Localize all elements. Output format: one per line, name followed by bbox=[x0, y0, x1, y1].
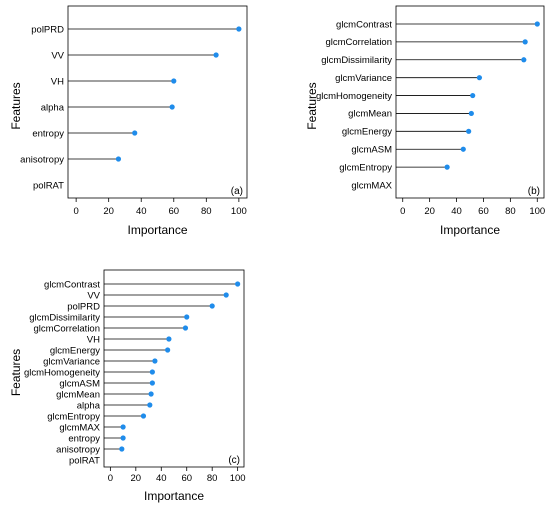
xaxis-title-c: Importance bbox=[144, 489, 204, 503]
category-label-c-15: anisotropy bbox=[56, 444, 100, 455]
category-label-b-0: glcmContrast bbox=[336, 19, 392, 30]
category-label-b-6: glcmEnergy bbox=[342, 127, 392, 138]
point-c-6 bbox=[165, 347, 171, 353]
point-c-0 bbox=[235, 281, 241, 287]
category-label-b-2: glcmDissimilarity bbox=[321, 55, 392, 66]
xtick-label-b-0: 0 bbox=[400, 206, 405, 217]
point-c-7 bbox=[152, 358, 158, 364]
category-label-b-8: glcmEntropy bbox=[339, 162, 392, 173]
point-b-5 bbox=[468, 110, 474, 117]
category-label-c-0: glcmContrast bbox=[44, 279, 100, 290]
xtick-label-c-5: 100 bbox=[230, 473, 246, 484]
point-a-4 bbox=[132, 130, 138, 136]
xtick-label-b-3: 60 bbox=[478, 206, 489, 217]
xtick-label-a-2: 40 bbox=[136, 206, 147, 217]
category-label-c-7: glcmVariance bbox=[43, 356, 100, 367]
point-a-2 bbox=[171, 78, 177, 84]
category-label-c-16: polRAT bbox=[69, 455, 100, 466]
xtick-label-b-2: 40 bbox=[451, 206, 462, 217]
xtick-label-c-1: 20 bbox=[131, 473, 142, 484]
xtick-label-a-3: 60 bbox=[168, 206, 179, 217]
category-label-b-5: glcmMean bbox=[348, 109, 392, 120]
xtick-label-a-5: 100 bbox=[231, 206, 247, 217]
xtick-label-a-0: 0 bbox=[73, 206, 78, 217]
point-a-5 bbox=[115, 156, 122, 162]
category-label-a-0: polPRD bbox=[31, 24, 64, 35]
category-label-a-1: VV bbox=[51, 50, 64, 61]
point-b-4 bbox=[470, 92, 476, 99]
category-label-b-7: glcmASM bbox=[351, 145, 392, 156]
point-a-0 bbox=[236, 26, 242, 32]
category-label-a-5: anisotropy bbox=[20, 154, 64, 165]
category-label-c-10: glcmMean bbox=[56, 389, 100, 400]
point-b-2 bbox=[521, 57, 527, 63]
point-b-3 bbox=[476, 75, 483, 81]
category-label-c-5: VH bbox=[87, 334, 100, 345]
category-label-b-3: glcmVariance bbox=[335, 73, 392, 84]
category-label-b-4: glcmHomogeneity bbox=[316, 91, 392, 102]
category-label-a-4: entropy bbox=[32, 128, 64, 139]
category-label-c-3: glcmDissimilarity bbox=[29, 312, 100, 323]
category-label-c-12: glcmEntropy bbox=[47, 411, 100, 422]
panel-a-frame bbox=[67, 5, 248, 199]
point-b-0 bbox=[534, 21, 540, 27]
point-a-1 bbox=[213, 52, 219, 58]
panel-c-frame bbox=[103, 269, 245, 468]
category-label-c-11: alpha bbox=[77, 400, 101, 411]
point-a-3 bbox=[169, 104, 175, 110]
point-c-2 bbox=[209, 303, 215, 309]
category-label-c-8: glcmHomogeneity bbox=[24, 367, 100, 378]
yaxis-title-b: Features bbox=[305, 82, 319, 129]
xtick-label-b-5: 100 bbox=[529, 206, 545, 217]
point-b-8 bbox=[444, 164, 450, 170]
point-c-11 bbox=[147, 402, 153, 408]
category-label-c-13: glcmMAX bbox=[59, 422, 100, 433]
panel-label-b: (b) bbox=[528, 186, 540, 197]
point-b-7 bbox=[460, 146, 466, 152]
category-label-c-6: glcmEnergy bbox=[50, 345, 100, 356]
xtick-label-a-4: 80 bbox=[201, 206, 212, 217]
xaxis-title-a: Importance bbox=[127, 223, 187, 237]
xtick-label-c-0: 0 bbox=[108, 473, 113, 484]
category-label-c-4: glcmCorrelation bbox=[33, 323, 100, 334]
category-label-c-2: polPRD bbox=[67, 301, 100, 312]
yaxis-title-c: Features bbox=[9, 349, 23, 396]
category-label-a-6: polRAT bbox=[33, 180, 64, 191]
category-label-b-9: glcmMAX bbox=[351, 180, 392, 191]
panel-label-a: (a) bbox=[231, 186, 243, 197]
point-c-8 bbox=[149, 369, 155, 375]
point-b-6 bbox=[466, 128, 472, 134]
category-label-a-2: VH bbox=[51, 76, 64, 87]
category-label-c-1: VV bbox=[87, 290, 100, 301]
point-c-5 bbox=[166, 336, 172, 342]
point-c-13 bbox=[120, 424, 126, 430]
category-label-c-9: glcmASM bbox=[59, 378, 100, 389]
panel-label-c: (c) bbox=[228, 455, 240, 466]
point-c-9 bbox=[149, 380, 155, 386]
point-c-14 bbox=[120, 435, 126, 441]
xtick-label-c-4: 80 bbox=[207, 473, 218, 484]
point-c-15 bbox=[119, 446, 125, 452]
point-b-1 bbox=[522, 39, 528, 45]
xtick-label-c-2: 40 bbox=[156, 473, 167, 484]
point-c-1 bbox=[223, 292, 229, 298]
point-c-12 bbox=[140, 413, 147, 419]
point-c-4 bbox=[182, 325, 189, 331]
category-label-c-14: entropy bbox=[68, 433, 100, 444]
panel-b-frame bbox=[395, 5, 545, 199]
point-c-3 bbox=[184, 314, 190, 320]
xtick-label-b-1: 20 bbox=[424, 206, 435, 217]
category-label-a-3: alpha bbox=[41, 102, 65, 113]
xtick-label-c-3: 60 bbox=[181, 473, 192, 484]
point-c-10 bbox=[148, 391, 154, 397]
category-label-b-1: glcmCorrelation bbox=[325, 37, 392, 48]
xtick-label-b-4: 80 bbox=[505, 206, 516, 217]
xaxis-title-b: Importance bbox=[440, 223, 500, 237]
xtick-label-a-1: 20 bbox=[103, 206, 114, 217]
yaxis-title-a: Features bbox=[9, 82, 23, 129]
